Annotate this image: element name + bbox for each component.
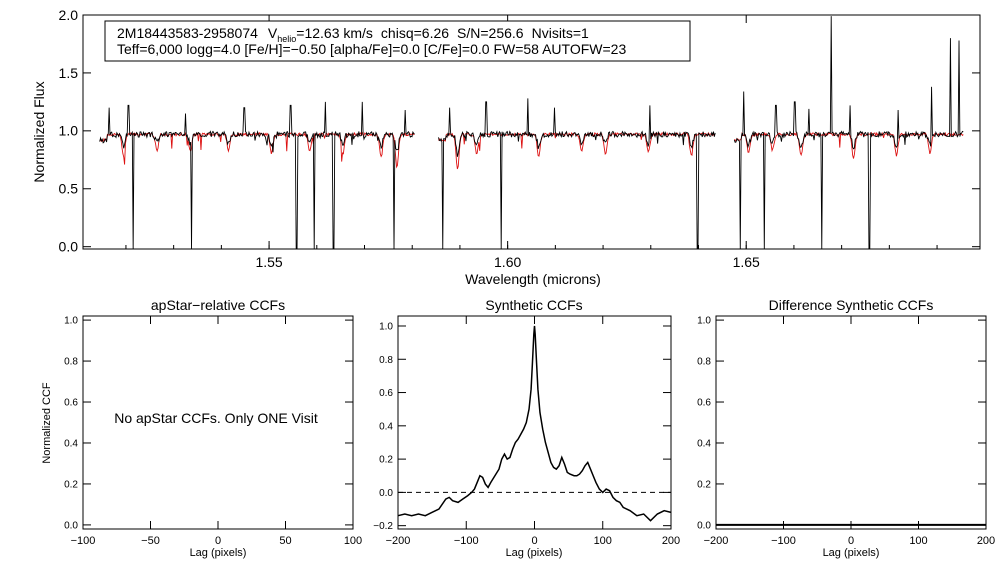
model-spectrum-line <box>438 131 716 170</box>
synthetic-ccf-y-tick-label: 1.0 <box>379 321 393 332</box>
spectrum-x-tick-label: 1.55 <box>255 254 282 270</box>
difference-ccf-x-tick-label: −200 <box>704 535 729 547</box>
difference-ccf-x-axis-label: Lag (pixels) <box>823 547 880 559</box>
apstar-ccf-panel: −100 −50 0 50 100 0.0 0.2 0.4 0.6 0.8 1.0 apStar−r… <box>41 297 362 559</box>
nvisits-value: Nvisits=1 <box>532 25 589 41</box>
synthetic-ccf-frame <box>397 315 672 530</box>
apstar-ccf-x-tick-label: −100 <box>71 535 96 547</box>
apstar-ccf-y-tick-label: 0.8 <box>64 357 78 368</box>
apstar-ccf-title: apStar−relative CCFs <box>151 297 285 313</box>
difference-ccf-y-tick-label: 0.4 <box>697 438 711 449</box>
apstar-ccf-y-tick-label: 0.0 <box>64 520 78 531</box>
observed-spectrum-line <box>99 101 415 250</box>
spectrum-y-tick-label: 0.5 <box>59 181 79 197</box>
header-line-1: 2M18443583-2958074 Vhelio=12.63 km/s chisq… <box>117 25 589 44</box>
apstar-ccf-x-tick-label: −50 <box>141 535 160 547</box>
observed-spectrum-line <box>733 16 964 250</box>
difference-ccf-y-tick-label: 0.8 <box>697 357 711 368</box>
synthetic-ccf-y-tick-label: 0.2 <box>379 455 393 466</box>
apstar-ccf-ticks: −100 −50 0 50 100 0.0 0.2 0.4 0.6 0.8 1.0 <box>64 316 362 547</box>
synthetic-ccf-y-tick-label: 0.8 <box>379 355 393 366</box>
synthetic-ccf-y-tick-label: 0.0 <box>379 488 393 499</box>
difference-ccf-ticks: −200 −100 0 100 200 0.0 0.2 0.4 0.6 0.8 1.0 <box>697 316 995 547</box>
spectrum-y-tick-label: 1.0 <box>59 123 79 139</box>
apstar-ccf-y-tick-label: 0.6 <box>64 398 78 409</box>
spectrum-frame <box>82 14 981 250</box>
synthetic-ccf-x-tick-label: 100 <box>594 535 612 547</box>
synthetic-ccf-ticks: −200 −100 0 100 200 −0.2 0.0 0.2 0.4 0.6 0.8 1.0 <box>373 316 680 547</box>
difference-ccf-x-tick-label: 100 <box>909 535 927 547</box>
spectrum-ticks: 1.55 1.60 1.65 0.0 0.5 1.0 1.5 2.0 <box>59 7 980 270</box>
apstar-ccf-x-tick-label: 0 <box>215 535 221 547</box>
apstar-ccf-y-tick-label: 0.2 <box>64 479 78 490</box>
vhelio-subscript: helio <box>277 34 296 44</box>
apstar-ccf-x-axis-label: Lag (pixels) <box>190 547 247 559</box>
spectrum-y-tick-label: 0.0 <box>59 239 79 255</box>
snr-value: S/N=256.6 <box>457 25 524 41</box>
synthetic-ccf-x-axis-label: Lag (pixels) <box>506 547 563 559</box>
observed-spectrum-line <box>438 98 716 250</box>
header-line-2: Teff=6,000 logg=4.0 [Fe/H]=−0.50 [alpha/… <box>117 41 626 57</box>
difference-ccf-y-tick-label: 1.0 <box>697 316 711 327</box>
apstar-ccf-y-tick-label: 0.4 <box>64 438 78 449</box>
synthetic-ccf-y-tick-label: −0.2 <box>373 521 393 532</box>
difference-ccf-x-tick-label: −100 <box>771 535 796 547</box>
apstar-ccf-y-tick-label: 1.0 <box>64 316 78 327</box>
synthetic-ccf-y-tick-label: 0.6 <box>379 388 393 399</box>
synthetic-ccf-title: Synthetic CCFs <box>485 297 582 313</box>
difference-ccf-y-tick-label: 0.0 <box>697 520 711 531</box>
chisq-value: chisq=6.26 <box>381 25 449 41</box>
model-spectrum-group <box>99 131 964 170</box>
synthetic-ccf-x-tick-label: −200 <box>386 535 411 547</box>
spectrum-y-axis-label: Normalized Flux <box>31 81 47 182</box>
difference-ccf-panel: −200 −100 0 100 200 0.0 0.2 0.4 0.6 0.8 1.0 Differ… <box>697 297 995 559</box>
vhelio-label: V <box>268 25 278 41</box>
header-box <box>104 20 691 62</box>
difference-ccf-title: Difference Synthetic CCFs <box>769 297 934 313</box>
synthetic-ccf-x-tick-label: −100 <box>454 535 479 547</box>
spectrum-x-axis-label: Wavelength (microns) <box>465 271 601 287</box>
vhelio-value: =12.63 km/s <box>296 25 373 41</box>
spectrum-panel: 1.55 1.60 1.65 0.0 0.5 1.0 1.5 2.0 2M18443583-2… <box>31 7 981 287</box>
difference-ccf-y-tick-label: 0.6 <box>697 398 711 409</box>
observed-spectrum-group <box>99 16 964 250</box>
synthetic-ccf-line <box>397 325 672 522</box>
synthetic-ccf-x-tick-label: 200 <box>662 535 680 547</box>
difference-ccf-x-tick-label: 0 <box>848 535 854 547</box>
difference-ccf-frame <box>715 315 987 530</box>
spectrum-y-tick-label: 1.5 <box>59 65 79 81</box>
synthetic-ccf-panel: −200 −100 0 100 200 −0.2 0.0 0.2 0.4 0.6 0.8 1.0 Sy… <box>373 297 680 559</box>
spectrum-y-tick-label: 2.0 <box>59 7 79 23</box>
synthetic-ccf-x-tick-label: 0 <box>531 535 537 547</box>
difference-ccf-x-tick-label: 200 <box>977 535 995 547</box>
apstar-ccf-frame <box>82 315 354 530</box>
spectrum-x-tick-label: 1.65 <box>733 254 760 270</box>
model-spectrum-line <box>734 131 964 159</box>
no-ccf-message: No apStar CCFs. Only ONE Visit <box>114 410 318 426</box>
difference-ccf-y-tick-label: 0.2 <box>697 479 711 490</box>
spectrum-x-tick-label: 1.60 <box>494 254 521 270</box>
apstar-ccf-x-tick-label: 50 <box>279 535 291 547</box>
star-id: 2M18443583-2958074 <box>117 25 258 41</box>
apstar-ccf-y-axis-label: Normalized CCF <box>41 382 53 464</box>
synthetic-ccf-y-tick-label: 0.4 <box>379 421 393 432</box>
synthetic-ccf-data <box>397 325 672 522</box>
apstar-ccf-x-tick-label: 100 <box>344 535 362 547</box>
